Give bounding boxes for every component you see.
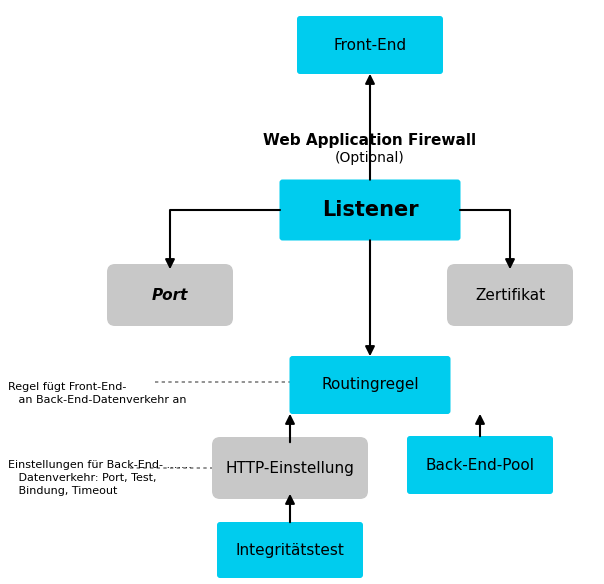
Text: Listener: Listener [322, 200, 419, 220]
Text: Datenverkehr: Port, Test,: Datenverkehr: Port, Test, [8, 473, 156, 483]
Text: Back-End-Pool: Back-End-Pool [425, 457, 535, 472]
FancyBboxPatch shape [289, 356, 451, 414]
Text: Bindung, Timeout: Bindung, Timeout [8, 486, 117, 496]
Text: Regel fügt Front-End-: Regel fügt Front-End- [8, 382, 126, 392]
Text: Web Application Firewall: Web Application Firewall [263, 133, 477, 148]
Text: Einstellungen für Back-End- .......: Einstellungen für Back-End- ....... [8, 460, 192, 470]
Text: an Back-End-Datenverkehr an: an Back-End-Datenverkehr an [8, 395, 187, 405]
FancyBboxPatch shape [217, 522, 363, 578]
FancyBboxPatch shape [447, 264, 573, 326]
Text: Integritätstest: Integritätstest [236, 543, 344, 558]
Text: Port: Port [152, 287, 188, 303]
Text: HTTP-Einstellung: HTTP-Einstellung [225, 461, 355, 475]
Text: (Optional): (Optional) [335, 151, 405, 165]
Text: Zertifikat: Zertifikat [475, 287, 545, 303]
FancyBboxPatch shape [212, 437, 368, 499]
FancyBboxPatch shape [407, 436, 553, 494]
FancyBboxPatch shape [107, 264, 233, 326]
FancyBboxPatch shape [280, 179, 460, 241]
FancyBboxPatch shape [297, 16, 443, 74]
Text: Routingregel: Routingregel [321, 377, 419, 392]
Text: Front-End: Front-End [333, 37, 406, 53]
